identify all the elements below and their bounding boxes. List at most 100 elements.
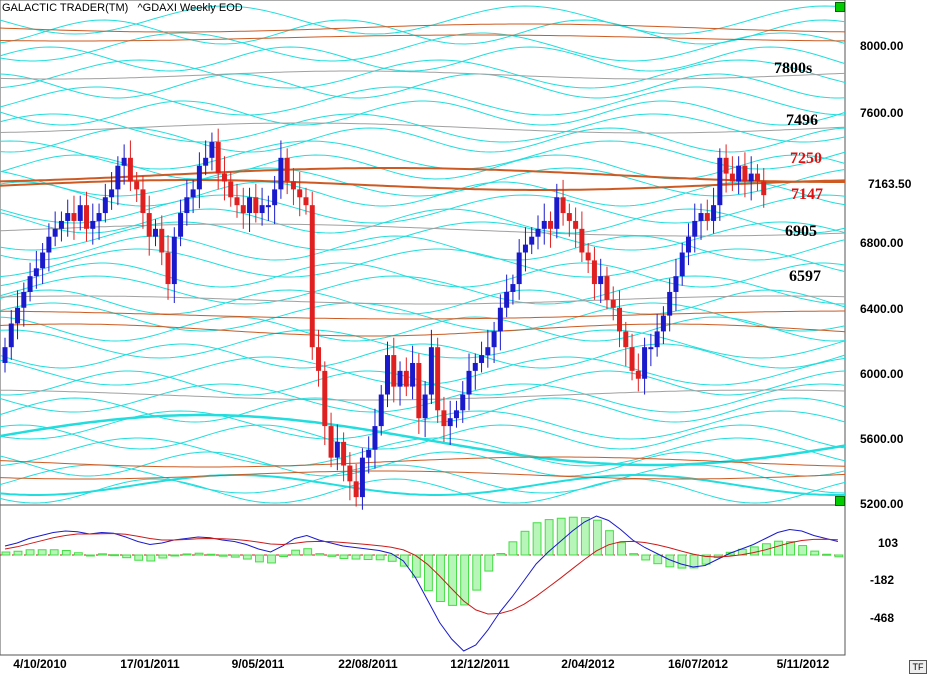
candle-body <box>491 331 497 348</box>
candle-body <box>711 205 717 221</box>
macd-histogram-bar <box>822 553 832 556</box>
candle-body <box>165 252 171 285</box>
macd-histogram-bar <box>327 554 337 557</box>
candle-body <box>109 189 115 198</box>
cycle-line <box>0 23 846 33</box>
macd-histogram-bar <box>641 554 651 561</box>
candle-body <box>410 362 416 387</box>
scroll-top-handle[interactable] <box>835 2 845 12</box>
candle-body <box>247 197 253 214</box>
candle-body <box>221 173 227 182</box>
macd-layer <box>1 515 844 652</box>
macd-histogram-bar <box>399 554 409 567</box>
candle-body <box>121 157 127 166</box>
macd-tick-neg182: -182 <box>870 573 895 587</box>
candle-body <box>146 213 152 237</box>
candle-body <box>334 441 340 458</box>
cycle-line <box>0 262 846 288</box>
candle-body <box>623 331 629 348</box>
candle-body <box>692 220 698 237</box>
candle-body <box>2 347 8 363</box>
cycle-line <box>0 208 846 234</box>
cycle-line <box>0 397 846 423</box>
macd-histogram-bar <box>122 554 132 559</box>
scroll-bottom-handle[interactable] <box>835 496 845 506</box>
cycle-line <box>0 456 846 468</box>
macd-histogram-bar <box>701 554 711 565</box>
candle-body <box>178 213 184 237</box>
candle-body <box>541 220 547 229</box>
x-tick-6: 2/04/2012 <box>561 657 615 671</box>
x-tick-4: 22/08/2011 <box>338 657 398 671</box>
candle-body <box>704 213 710 221</box>
macd-histogram-bar <box>387 554 397 562</box>
candle-body <box>290 181 296 190</box>
candle-body <box>253 197 259 214</box>
cycle-line <box>0 289 846 315</box>
candle-body <box>403 370 409 387</box>
macd-histogram-bar <box>568 516 578 556</box>
macd-histogram-bar <box>774 540 783 556</box>
candle-body <box>529 236 535 245</box>
macd-histogram-bar <box>182 553 192 556</box>
candle-body <box>209 142 215 158</box>
x-tick-5: 12/12/2011 <box>450 657 510 671</box>
macd-tick-103: 103 <box>878 536 899 550</box>
candle-body <box>366 449 372 458</box>
candle-body <box>554 197 560 229</box>
candle-body <box>642 347 648 379</box>
x-tick-7: 16/07/2012 <box>667 657 729 671</box>
candle-body <box>228 181 234 198</box>
cycle-line <box>0 19 846 45</box>
candle-body <box>77 205 83 221</box>
cycle-line <box>0 474 846 496</box>
candle-body <box>516 252 522 285</box>
candle-body <box>46 236 52 253</box>
candle-body <box>416 362 422 419</box>
x-tick-2: 17/01/2011 <box>120 657 180 671</box>
candle-body <box>15 307 21 324</box>
macd-histogram-bar <box>436 554 445 602</box>
macd-histogram-bar <box>544 519 554 556</box>
x-tick-3: 9/05/2011 <box>231 657 285 671</box>
macd-histogram-bar <box>170 554 180 557</box>
cycle-line <box>0 248 846 278</box>
timeframe-button[interactable]: TF <box>909 660 927 674</box>
cycle-line <box>0 370 846 396</box>
candle-body <box>723 157 729 174</box>
macd-histogram-bar <box>605 530 614 556</box>
level-label-7496: 7496 <box>786 112 818 129</box>
macd-histogram-bar <box>460 554 470 606</box>
macd-histogram-bar <box>749 546 759 556</box>
candle-body <box>8 323 14 348</box>
macd-histogram-bar <box>110 554 119 557</box>
cycle-line <box>0 100 846 126</box>
macd-histogram-bar <box>194 552 204 556</box>
macd-histogram-bar <box>25 549 35 556</box>
y-tick-6800: 6800.00 <box>860 236 904 250</box>
cycle-line <box>0 235 846 261</box>
candle-body <box>560 197 566 214</box>
candle-body <box>428 347 434 395</box>
candle-body <box>447 418 453 427</box>
candle-body <box>385 355 390 395</box>
macd-histogram-bar <box>580 517 590 556</box>
candle-body <box>591 260 597 285</box>
macd-histogram-bar <box>424 554 433 592</box>
candle-body <box>240 205 246 214</box>
candle-body <box>422 394 428 419</box>
candle-body <box>58 220 64 229</box>
level-label-6905: 6905 <box>785 223 817 240</box>
macd-histogram-bar <box>206 553 216 556</box>
candle-body <box>679 252 685 277</box>
cycle-line <box>0 59 846 89</box>
candle-body <box>115 165 121 190</box>
candle-body <box>353 481 359 498</box>
cycle-line <box>0 73 846 99</box>
x-tick-8: 5/11/2012 <box>776 657 830 671</box>
candle-body <box>40 252 46 269</box>
candle-body <box>673 276 679 292</box>
candle-body <box>635 370 641 379</box>
candle-body <box>316 347 322 371</box>
cycle-lines-layer <box>0 5 846 504</box>
